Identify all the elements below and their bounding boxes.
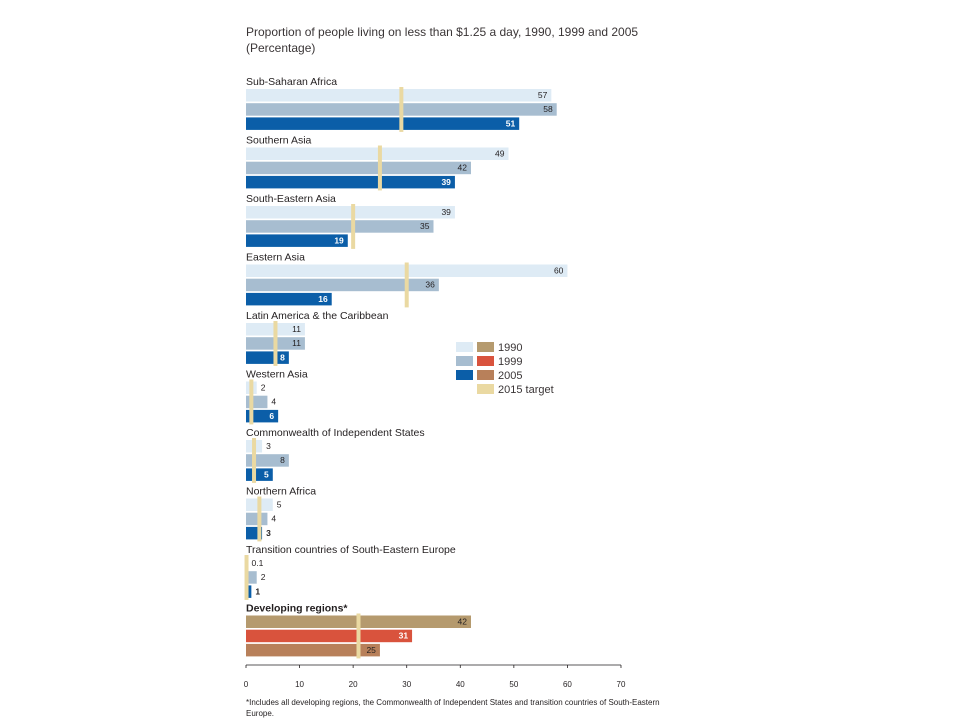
- data-label: 6: [269, 411, 274, 421]
- data-label: 31: [399, 631, 409, 641]
- legend-label: 2005: [498, 370, 522, 382]
- data-label: 2: [261, 383, 266, 393]
- chart-title: Proportion of people living on less than…: [246, 24, 666, 56]
- data-label: 58: [543, 104, 553, 114]
- data-label: 51: [506, 118, 516, 128]
- x-tick-label: 70: [617, 680, 626, 689]
- data-label: 8: [280, 352, 285, 362]
- data-label: 35: [420, 221, 430, 231]
- bar: [246, 585, 252, 598]
- data-label: 49: [495, 149, 505, 159]
- data-label: 1: [255, 586, 260, 596]
- x-tick-label: 60: [563, 680, 572, 689]
- data-label: 19: [334, 235, 344, 245]
- legend-label: 1990: [498, 342, 522, 354]
- data-label: 36: [425, 280, 435, 290]
- target-marker: [273, 321, 278, 366]
- target-marker: [399, 87, 404, 132]
- target-marker: [257, 496, 262, 542]
- legend-swatch: [477, 342, 494, 352]
- legend-swatch-regional: [456, 342, 473, 352]
- bar: [246, 278, 439, 292]
- bar: [246, 351, 289, 364]
- bar: [246, 395, 268, 409]
- region-label: Southern Asia: [246, 135, 312, 147]
- target-marker: [404, 262, 409, 308]
- bar: [246, 234, 348, 247]
- data-label: 11: [292, 338, 301, 348]
- x-tick-label: 30: [402, 680, 411, 689]
- target-marker: [249, 379, 254, 425]
- x-tick-label: 10: [295, 680, 304, 689]
- bar: [246, 206, 455, 219]
- data-label: 42: [458, 163, 468, 173]
- data-label: 42: [458, 617, 468, 627]
- data-label: 2: [261, 572, 266, 582]
- subtitle-text: (Percentage): [246, 41, 316, 55]
- legend-swatch: [477, 384, 494, 394]
- bar: [246, 409, 279, 423]
- data-label: 39: [441, 177, 451, 187]
- x-tick-label: 40: [456, 680, 465, 689]
- bar: [246, 571, 257, 584]
- data-label: 60: [554, 266, 564, 276]
- bar: [246, 147, 509, 160]
- bar: [246, 175, 455, 189]
- data-label: 3: [266, 441, 271, 451]
- region-label: South-Eastern Asia: [246, 193, 336, 205]
- target-marker: [356, 613, 361, 659]
- x-tick-label: 0: [244, 680, 249, 689]
- legend-label: 1999: [498, 356, 522, 368]
- data-label: 5: [264, 469, 269, 479]
- bar: [246, 220, 434, 233]
- region-label: Developing regions*: [246, 603, 348, 615]
- bar: [246, 292, 332, 306]
- region-label: Latin America & the Caribbean: [246, 310, 389, 322]
- data-label: 39: [441, 207, 451, 217]
- data-label: 5: [277, 500, 282, 510]
- region-label: Eastern Asia: [246, 252, 305, 264]
- region-label: Western Asia: [246, 369, 308, 381]
- region-label: Commonwealth of Independent States: [246, 427, 425, 439]
- bar: [246, 117, 520, 130]
- bar: [246, 161, 471, 175]
- x-tick-label: 50: [509, 680, 518, 689]
- data-label: 4: [271, 397, 276, 407]
- bar: [246, 454, 289, 467]
- bar: [246, 89, 552, 102]
- legend-swatch: [477, 370, 494, 380]
- target-marker: [244, 555, 249, 600]
- bar: [246, 512, 268, 526]
- bar: [246, 629, 413, 643]
- data-label: 8: [280, 455, 285, 465]
- target-marker: [252, 438, 257, 483]
- title-text: Proportion of people living on less than…: [246, 25, 639, 39]
- legend-swatch-regional: [456, 356, 473, 366]
- data-label: 16: [318, 294, 328, 304]
- data-label: 11: [292, 324, 301, 334]
- region-label: Northern Africa: [246, 486, 316, 498]
- target-marker: [377, 145, 382, 191]
- data-label: 57: [538, 90, 548, 100]
- region-label: Transition countries of South-Eastern Eu…: [246, 544, 456, 556]
- footnote: *Includes all developing regions, the Co…: [246, 698, 660, 718]
- legend-swatch: [477, 356, 494, 366]
- x-tick-label: 20: [349, 680, 358, 689]
- legend-swatch-regional: [456, 370, 473, 380]
- data-label: 25: [366, 645, 376, 655]
- target-marker: [351, 204, 356, 249]
- data-label: 3: [266, 528, 271, 538]
- data-label: 0.1: [252, 558, 264, 568]
- region-label: Sub-Saharan Africa: [246, 76, 337, 88]
- bar: [246, 643, 380, 657]
- data-label: 4: [271, 514, 276, 524]
- legend-label: 2015 target: [498, 384, 554, 396]
